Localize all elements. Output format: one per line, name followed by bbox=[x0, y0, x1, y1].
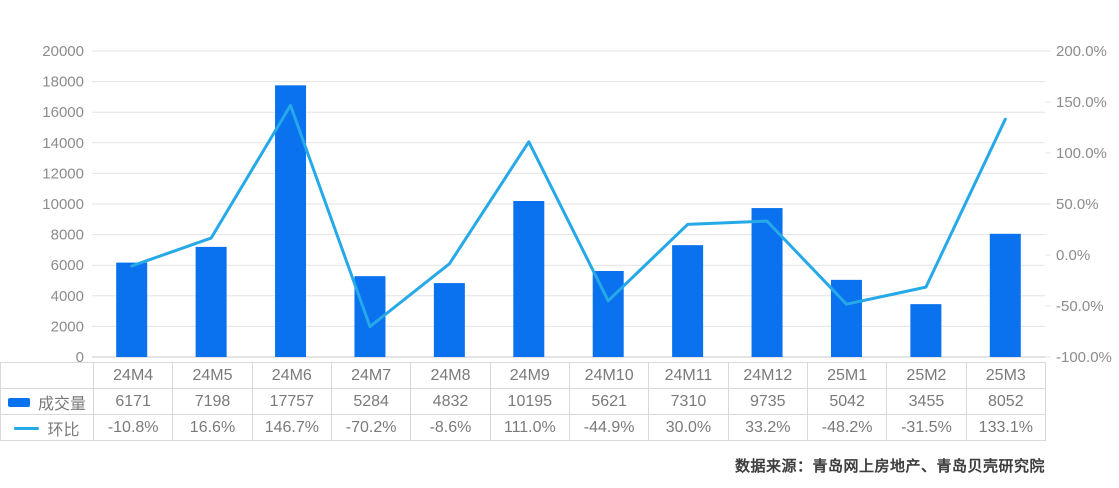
category-cell: 24M7 bbox=[330, 362, 412, 389]
right-axis-tick-label: 150.0% bbox=[1056, 94, 1107, 111]
ratio-cell: 133.1% bbox=[965, 414, 1047, 441]
left-axis-tick-label: 20000 bbox=[42, 43, 84, 60]
volume-bar bbox=[910, 304, 942, 357]
volume-bar bbox=[513, 201, 545, 357]
right-axis-tick-label: 50.0% bbox=[1056, 196, 1099, 213]
data-table: 24M4 24M5 24M6 24M7 24M8 24M9 24M10 24M11 24M12 2… bbox=[0, 362, 1047, 441]
legend-label: 环比 bbox=[47, 421, 80, 439]
volume-cell: 5621 bbox=[568, 388, 650, 415]
category-cell: 24M11 bbox=[648, 362, 729, 389]
category-cell: 24M4 bbox=[92, 362, 174, 389]
ratio-line bbox=[130, 103, 1007, 329]
left-axis-tick-label: 6000 bbox=[51, 257, 84, 274]
line-swatch-icon bbox=[14, 427, 40, 431]
left-axis-tick-label: 12000 bbox=[42, 165, 84, 182]
left-axis-tick-label: 8000 bbox=[51, 227, 84, 244]
left-axis-tick-label: 16000 bbox=[42, 104, 84, 121]
volume-cell: 8052 bbox=[965, 388, 1047, 415]
source-note: 数据来源：青岛网上房地产、青岛贝壳研究院 bbox=[734, 458, 1045, 475]
volume-bar bbox=[592, 270, 624, 357]
category-cell: 25M1 bbox=[806, 362, 888, 389]
volume-bar bbox=[195, 246, 227, 357]
ratio-cell: -44.9% bbox=[568, 414, 650, 441]
volume-cell: 5284 bbox=[330, 388, 412, 415]
ratio-cell: 111.0% bbox=[489, 414, 570, 441]
volume-bar bbox=[433, 283, 465, 357]
left-axis-tick-label: 18000 bbox=[42, 74, 84, 91]
category-cell: 24M5 bbox=[172, 362, 253, 389]
volume-bar bbox=[989, 233, 1021, 357]
ratio-row: 环比 -10.8% 16.6% 146.7% -70.2% -8.6% 111.0% -44.… bbox=[0, 414, 1047, 441]
right-axis-tick-label: 0.0% bbox=[1056, 247, 1090, 264]
right-axis-tick-label: -100.0% bbox=[1056, 349, 1112, 362]
volume-cell: 9735 bbox=[727, 388, 808, 415]
category-cell: 25M3 bbox=[965, 362, 1047, 389]
category-cell: 24M10 bbox=[568, 362, 650, 389]
combo-chart: 2000018000160001400012000100008000600040… bbox=[42, 43, 1112, 362]
ratio-cell: -10.8% bbox=[92, 414, 174, 441]
ratio-cell: -8.6% bbox=[410, 414, 491, 441]
ratio-cell: 33.2% bbox=[727, 414, 808, 441]
left-axis-tick-label: 2000 bbox=[51, 318, 84, 335]
ratio-cell: -70.2% bbox=[330, 414, 412, 441]
category-cell: 24M9 bbox=[489, 362, 570, 389]
category-cell: 24M12 bbox=[727, 362, 808, 389]
ratio-cell: 146.7% bbox=[251, 414, 332, 441]
volume-cell: 17757 bbox=[251, 388, 332, 415]
category-cell: 24M6 bbox=[251, 362, 332, 389]
volume-cell: 4832 bbox=[410, 388, 491, 415]
bar-swatch-icon bbox=[7, 398, 30, 408]
volume-cell: 10195 bbox=[489, 388, 570, 415]
left-axis-tick-label: 10000 bbox=[42, 196, 84, 213]
right-axis-tick-label: 200.0% bbox=[1056, 43, 1107, 60]
volume-cell: 7310 bbox=[648, 388, 729, 415]
volume-cell: 6171 bbox=[92, 388, 174, 415]
right-axis-tick-label: 100.0% bbox=[1056, 145, 1107, 162]
left-axis-tick-label: 14000 bbox=[42, 135, 84, 152]
legend-volume: 成交量 bbox=[0, 388, 94, 415]
ratio-cell: -48.2% bbox=[806, 414, 888, 441]
corner-cell bbox=[0, 362, 94, 389]
category-row: 24M4 24M5 24M6 24M7 24M8 24M9 24M10 24M11 24M12 2… bbox=[0, 362, 1047, 389]
left-axis-tick-label: 4000 bbox=[51, 288, 84, 305]
ratio-cell: 16.6% bbox=[172, 414, 253, 441]
volume-cell: 3455 bbox=[886, 388, 967, 415]
volume-cell: 5042 bbox=[806, 388, 888, 415]
legend-ratio: 环比 bbox=[0, 414, 94, 441]
right-axis-tick-label: -50.0% bbox=[1056, 298, 1104, 315]
legend-label: 成交量 bbox=[37, 395, 86, 413]
ratio-cell: -31.5% bbox=[886, 414, 967, 441]
volume-bar bbox=[672, 245, 704, 357]
volume-bar bbox=[116, 262, 148, 357]
volume-cell: 7198 bbox=[172, 388, 253, 415]
volume-row: 成交量 6171 7198 17757 5284 4832 10195 5621 7310 973… bbox=[0, 388, 1047, 415]
category-cell: 25M2 bbox=[886, 362, 967, 389]
ratio-cell: 30.0% bbox=[648, 414, 729, 441]
category-cell: 24M8 bbox=[410, 362, 491, 389]
left-axis-tick-label: 0 bbox=[76, 349, 84, 362]
